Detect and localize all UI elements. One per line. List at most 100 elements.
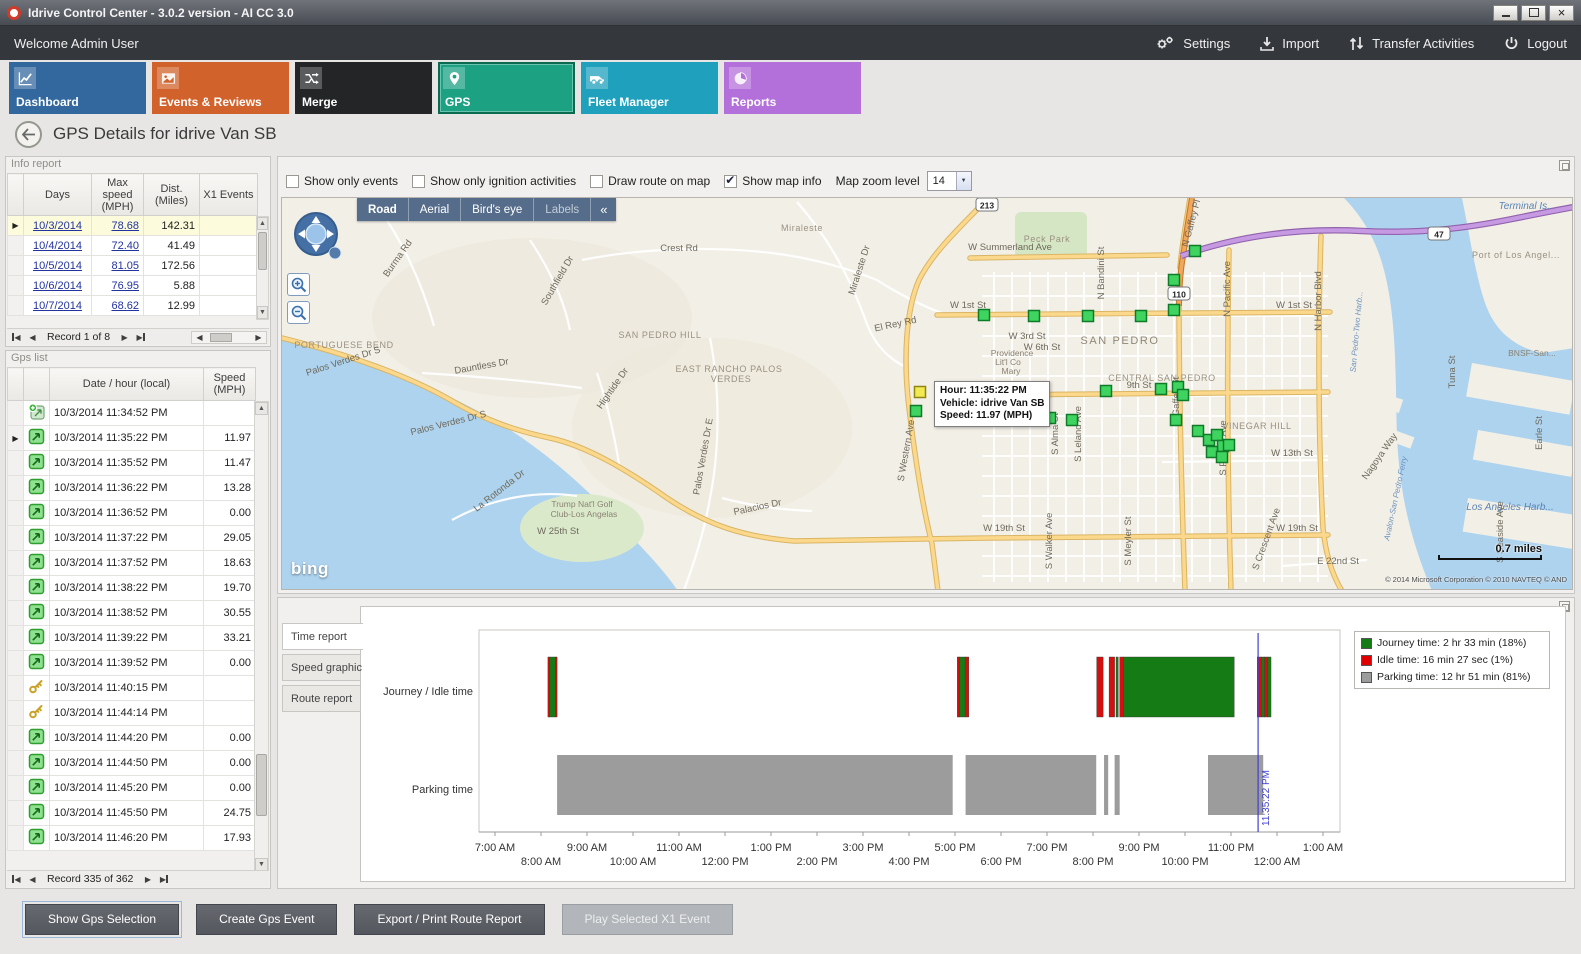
nav-tile-dashboard[interactable]: Dashboard	[9, 62, 146, 114]
day-link[interactable]: 10/5/2014	[33, 259, 82, 272]
info-report-row[interactable]: 10/5/2014 81.05 172.56	[7, 255, 258, 276]
gps-list-row[interactable]: 10/3/2014 11:39:22 PM 33.21	[7, 625, 256, 651]
max-speed-link[interactable]: 72.40	[111, 239, 139, 252]
gps-marker[interactable]	[1081, 309, 1095, 323]
info-report-row[interactable]: ▶ 10/3/2014 78.68 142.31	[7, 215, 258, 236]
checkbox-draw-route-on-map[interactable]: Draw route on map	[590, 174, 710, 188]
day-link[interactable]: 10/6/2014	[33, 279, 82, 292]
transfer-activities-button[interactable]: Transfer Activities	[1349, 36, 1474, 51]
logout-button[interactable]: Logout	[1504, 36, 1567, 51]
gps-list-row[interactable]: 10/3/2014 11:38:22 PM 19.70	[7, 575, 256, 601]
scroll-up-icon[interactable]	[255, 402, 268, 415]
gps-marker[interactable]	[1191, 424, 1205, 438]
gps-marker[interactable]	[1154, 382, 1168, 396]
gps-list-row[interactable]: 10/3/2014 11:37:22 PM 29.05	[7, 525, 256, 551]
gps-marker[interactable]	[1167, 273, 1181, 287]
max-speed-link[interactable]: 76.95	[111, 279, 139, 292]
maximize-button[interactable]	[1521, 4, 1546, 21]
map-zoom-select[interactable]: 14	[926, 171, 972, 191]
map-tab-aerial[interactable]: Aerial	[407, 198, 460, 221]
tab-route-report[interactable]: Route report	[282, 685, 361, 712]
gps-list-row[interactable]: 10/3/2014 11:34:52 PM	[7, 400, 256, 426]
gps-marker[interactable]	[1215, 450, 1229, 464]
scroll-thumb[interactable]	[256, 754, 267, 816]
gps-marker[interactable]	[1099, 384, 1113, 398]
hscroll-right-icon[interactable]	[251, 331, 266, 344]
checkbox-show-only-events[interactable]: Show only events	[286, 174, 398, 188]
day-link[interactable]: 10/4/2014	[33, 239, 82, 252]
back-button[interactable]	[15, 120, 42, 148]
gps-list-row[interactable]: 10/3/2014 11:39:52 PM 0.00	[7, 650, 256, 676]
scroll-thumb[interactable]	[258, 232, 267, 270]
prev-record-button[interactable]	[25, 873, 40, 886]
gps-list-row[interactable]: 10/3/2014 11:40:15 PM	[7, 675, 256, 701]
nav-tile-fleet-manager[interactable]: Fleet Manager	[581, 62, 718, 114]
minimize-button[interactable]	[1493, 4, 1518, 21]
export-print-route-report-button[interactable]: Export / Print Route Report	[354, 903, 545, 935]
map-tab-labels[interactable]: Labels	[533, 198, 590, 221]
checkbox-show-only-ignition-activities[interactable]: Show only ignition activities	[412, 174, 576, 188]
scroll-up-icon[interactable]	[257, 217, 268, 230]
create-gps-event-button[interactable]: Create Gps Event	[196, 903, 338, 935]
selected-gps-marker[interactable]	[913, 385, 927, 399]
hscroll-left-icon[interactable]	[192, 331, 207, 344]
map-tab-bird-s-eye[interactable]: Bird's eye	[460, 198, 533, 221]
tab-speed-graphic[interactable]: Speed graphic	[282, 654, 362, 681]
gps-list-row[interactable]: 10/3/2014 11:36:52 PM 0.00	[7, 500, 256, 526]
prev-record-button[interactable]	[25, 331, 40, 344]
gps-marker[interactable]	[1188, 244, 1202, 258]
import-button[interactable]: Import	[1260, 36, 1319, 51]
gps-marker[interactable]	[1176, 388, 1190, 402]
show-gps-selection-button[interactable]: Show Gps Selection	[21, 900, 183, 938]
nav-tile-merge[interactable]: Merge	[295, 62, 432, 114]
checkbox-show-map-info[interactable]: Show map info	[724, 173, 822, 188]
first-record-button[interactable]	[9, 873, 24, 886]
gps-list-row[interactable]: ▶ 10/3/2014 11:35:22 PM 11.97	[7, 425, 256, 451]
info-report-row[interactable]: 10/7/2014 68.62 12.99	[7, 295, 258, 316]
nav-tile-events-reviews[interactable]: Events & Reviews	[152, 62, 289, 114]
collapse-map-panel-button[interactable]	[1559, 160, 1570, 171]
gps-list-vscrollbar[interactable]	[254, 401, 269, 872]
scroll-down-icon[interactable]	[257, 306, 268, 319]
gps-list-row[interactable]: 10/3/2014 11:46:20 PM 17.93	[7, 825, 256, 851]
next-record-button[interactable]	[117, 331, 132, 344]
info-report-row[interactable]: 10/4/2014 72.40 41.49	[7, 235, 258, 256]
gps-list-row[interactable]: 10/3/2014 11:35:52 PM 11.47	[7, 450, 256, 476]
next-record-button[interactable]	[140, 873, 155, 886]
max-speed-link[interactable]: 81.05	[111, 259, 139, 272]
info-report-vscrollbar[interactable]	[256, 216, 269, 320]
nav-tile-reports[interactable]: Reports	[724, 62, 861, 114]
gps-list-row[interactable]: 10/3/2014 11:36:22 PM 13.28	[7, 475, 256, 501]
settings-button[interactable]: Settings	[1155, 35, 1230, 51]
gps-list-row[interactable]: 10/3/2014 11:38:52 PM 30.55	[7, 600, 256, 626]
gps-list-row[interactable]: 10/3/2014 11:44:14 PM	[7, 700, 256, 726]
day-link[interactable]: 10/7/2014	[33, 299, 82, 312]
close-button[interactable]	[1549, 4, 1574, 21]
map-tab-road[interactable]: Road	[368, 203, 397, 216]
gps-marker[interactable]	[1027, 309, 1041, 323]
hscroll-thumb[interactable]	[210, 332, 232, 342]
map-tabs-collapse-button[interactable]: «	[590, 198, 616, 221]
max-speed-link[interactable]: 78.68	[111, 219, 139, 232]
info-report-row[interactable]: 10/6/2014 76.95 5.88	[7, 275, 258, 296]
chevron-down-icon[interactable]	[955, 172, 971, 190]
gps-list-row[interactable]: 10/3/2014 11:45:20 PM 0.00	[7, 775, 256, 801]
gps-marker[interactable]	[1210, 428, 1224, 442]
gps-marker[interactable]	[1065, 413, 1079, 427]
info-report-hscrollbar[interactable]	[191, 330, 267, 344]
max-speed-link[interactable]: 68.62	[111, 299, 139, 312]
nav-tile-gps[interactable]: GPS	[438, 62, 575, 114]
gps-marker[interactable]	[1134, 309, 1148, 323]
last-record-button[interactable]	[156, 873, 171, 886]
gps-list-row[interactable]: 10/3/2014 11:37:52 PM 18.63	[7, 550, 256, 576]
gps-marker[interactable]	[977, 308, 991, 322]
map-pan-compass[interactable]	[292, 210, 344, 265]
gps-list-row[interactable]: 10/3/2014 11:44:20 PM 0.00	[7, 725, 256, 751]
first-record-button[interactable]	[9, 331, 24, 344]
map-zoom-out-button[interactable]	[287, 301, 310, 324]
gps-list-row[interactable]: 10/3/2014 11:44:50 PM 0.00	[7, 750, 256, 776]
map-zoom-in-button[interactable]	[287, 273, 310, 296]
gps-marker[interactable]	[1167, 303, 1181, 317]
gps-marker[interactable]	[909, 404, 923, 418]
gps-marker[interactable]	[1222, 438, 1236, 452]
